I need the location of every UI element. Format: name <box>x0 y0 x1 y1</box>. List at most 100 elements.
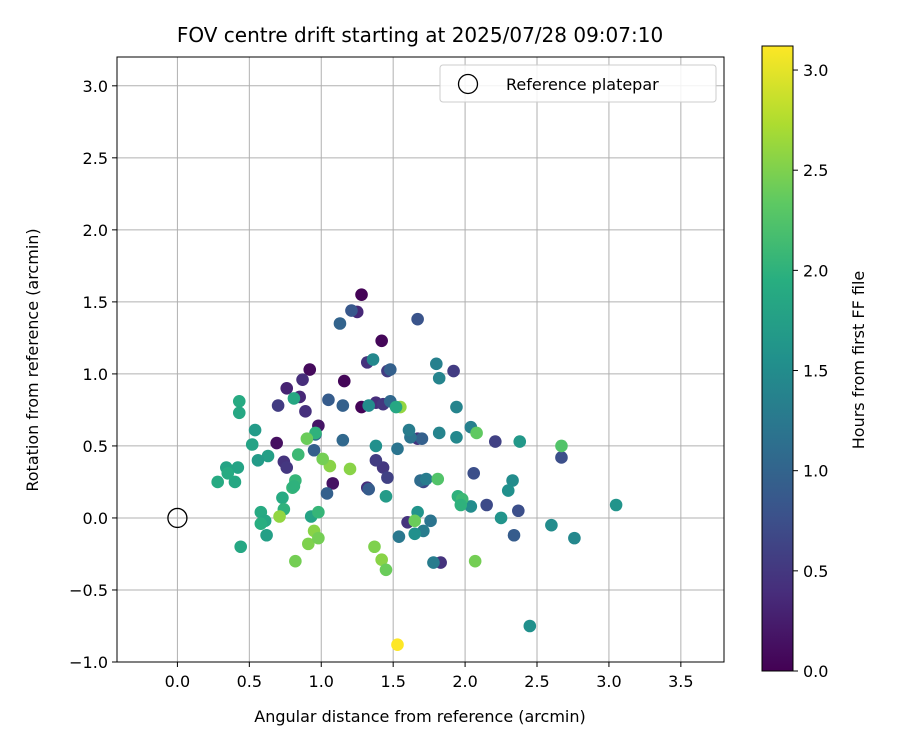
y-tick-label: −1.0 <box>69 653 108 672</box>
scatter-point <box>415 432 429 446</box>
scatter-point <box>391 442 404 456</box>
scatter-point <box>228 475 242 489</box>
colorbar-tick-label: 0.0 <box>803 662 828 681</box>
scatter-point <box>545 518 558 532</box>
x-axis-label: Angular distance from reference (arcmin) <box>254 707 585 726</box>
y-tick-label: 2.0 <box>83 221 108 240</box>
scatter-point <box>245 438 259 451</box>
scatter-point <box>494 511 508 525</box>
scatter-point <box>322 393 335 407</box>
scatter-point <box>391 638 404 652</box>
scatter-point <box>454 498 468 512</box>
legend-entry-reference: Reference platepar <box>506 75 659 94</box>
colorbar-tick-label: 2.5 <box>803 161 828 180</box>
scatter-point <box>316 452 329 466</box>
y-tick-label: 2.5 <box>83 149 108 168</box>
scatter-point <box>381 471 394 484</box>
scatter-point <box>343 462 357 476</box>
colorbar-label: Hours from first FF file <box>849 271 868 450</box>
scatter-point <box>337 374 351 388</box>
scatter-point <box>362 399 376 412</box>
colorbar: 0.0 0.5 1.0 1.5 2.0 2.5 3.0 Hours from first F… <box>761 45 868 681</box>
scatter-point <box>320 487 334 500</box>
scatter-point <box>211 475 224 489</box>
scatter-point <box>480 498 493 512</box>
scatter-point <box>221 466 235 480</box>
scatter-point <box>287 392 301 405</box>
scatter-point <box>312 505 325 519</box>
scatter-point <box>523 619 537 633</box>
scatter-point <box>273 510 286 523</box>
scatter-point <box>432 371 446 385</box>
scatter-point <box>276 491 289 505</box>
legend-reference-marker <box>457 73 479 95</box>
reference-marker-group <box>167 507 188 529</box>
scatter-point <box>468 554 482 568</box>
scatter-point <box>411 312 424 326</box>
scatter-point <box>424 514 437 528</box>
scatter-point <box>488 435 502 448</box>
x-tick-label: 2.5 <box>524 672 549 691</box>
legend-box <box>439 64 717 103</box>
scatter-point <box>355 288 368 301</box>
scatter-point <box>555 439 568 453</box>
scatter-point <box>467 466 481 480</box>
scatter-point <box>470 426 483 440</box>
y-tick-label: 0.5 <box>83 437 108 456</box>
scatter-point <box>447 364 460 378</box>
y-tick-label: −0.5 <box>69 581 108 600</box>
scatter-point <box>251 454 265 467</box>
scatter-point <box>568 531 581 545</box>
scatter-point <box>345 304 358 317</box>
scatter-point <box>307 443 321 457</box>
colorbar-tick-label: 0.5 <box>803 562 828 581</box>
scatter-point <box>299 405 312 418</box>
scatter-point <box>261 449 275 463</box>
scatter-point <box>555 451 568 464</box>
scatter-point <box>296 373 309 386</box>
colorbar-tick-label: 2.0 <box>803 261 828 280</box>
scatter-point <box>369 454 383 467</box>
scatter-point <box>379 490 393 503</box>
grid <box>117 57 724 663</box>
scatter-point <box>336 399 350 412</box>
scatter-point <box>375 553 388 567</box>
x-tick-label: 3.0 <box>596 672 621 691</box>
scatter-point <box>336 433 350 447</box>
scatter-point <box>402 423 416 437</box>
plot-area-frame <box>116 56 725 663</box>
scatter-point <box>432 426 446 440</box>
y-axis-label: Rotation from reference (arcmin) <box>23 228 42 491</box>
legend: Reference platepar <box>439 64 717 103</box>
scatter-point <box>303 363 317 376</box>
scatter-point <box>369 439 383 453</box>
scatter-point <box>326 477 340 490</box>
y-tick-label: 1.0 <box>83 365 108 384</box>
scatter-point <box>450 430 463 444</box>
scatter-point <box>431 472 445 486</box>
scatter-point <box>506 474 519 487</box>
scatter-point <box>270 436 283 450</box>
scatter-point <box>302 537 315 551</box>
scatter-point <box>464 500 478 513</box>
chart-title: FOV centre drift starting at 2025/07/28 … <box>177 23 663 47</box>
scatter-point <box>379 563 393 577</box>
scatter-point <box>609 498 623 512</box>
scatter-points <box>211 288 623 652</box>
scatter-point <box>260 528 273 542</box>
reference-point-marker <box>167 507 188 529</box>
scatter-point <box>289 554 302 568</box>
scatter-point <box>430 357 443 371</box>
scatter-point <box>333 317 347 330</box>
x-tick-label: 1.5 <box>380 672 405 691</box>
scatter-point <box>280 461 294 474</box>
scatter-point <box>501 484 515 497</box>
scatter-point <box>362 482 376 496</box>
scatter-point <box>507 528 521 542</box>
scatter-point <box>408 527 422 541</box>
y-tick-label: 1.5 <box>83 293 108 312</box>
x-tick-label: 0.0 <box>165 672 190 691</box>
scatter-point <box>419 472 433 486</box>
scatter-point <box>271 399 285 412</box>
